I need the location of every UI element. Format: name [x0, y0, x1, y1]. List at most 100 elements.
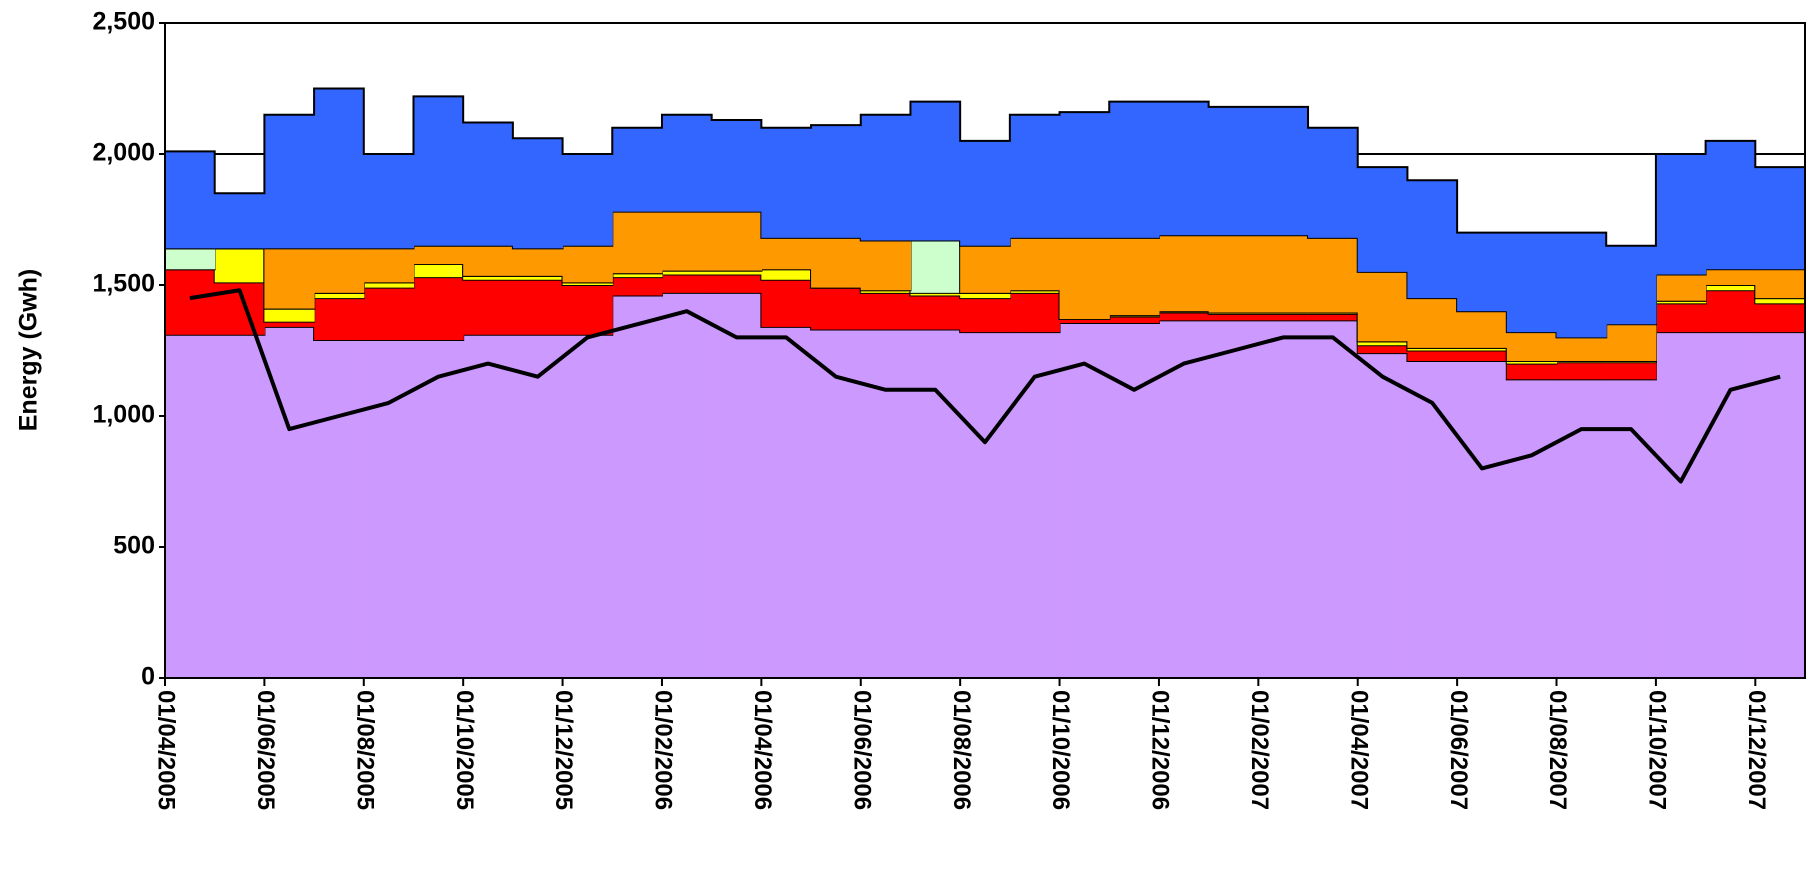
area-step	[1407, 360, 1458, 678]
area-step	[1755, 332, 1806, 678]
area-step	[1357, 271, 1409, 342]
area-step	[1606, 324, 1657, 361]
area-step	[1407, 347, 1458, 351]
area-step	[860, 290, 912, 293]
area-step	[463, 122, 514, 246]
x-tick-label: 01/12/2007	[1743, 690, 1770, 810]
area-step	[1556, 362, 1607, 380]
area-step	[1109, 237, 1160, 316]
area-step	[910, 292, 961, 296]
area-step	[1009, 290, 1061, 293]
x-tick-label: 01/06/2007	[1445, 690, 1472, 810]
area-step	[264, 114, 315, 249]
x-tick-label: 01/08/2007	[1544, 690, 1571, 810]
area-step	[214, 193, 265, 249]
area-step	[1258, 313, 1309, 321]
area-step	[314, 292, 365, 299]
area-step	[512, 334, 564, 678]
area-step	[1506, 379, 1558, 678]
area-step	[811, 329, 862, 678]
area-step	[1357, 341, 1409, 346]
area-step	[661, 114, 713, 212]
y-tick-label: 1,500	[92, 270, 155, 298]
area-step	[1059, 319, 1110, 323]
area-step	[1705, 140, 1756, 270]
area-step	[165, 269, 216, 335]
area-step	[761, 237, 812, 270]
area-step	[1556, 379, 1607, 678]
area-step	[413, 277, 464, 341]
area-step	[960, 298, 1011, 333]
area-step	[612, 273, 663, 278]
x-tick-label: 01/04/2007	[1345, 690, 1372, 810]
area-step	[1606, 379, 1657, 678]
area-step	[960, 292, 1011, 299]
area-step	[512, 248, 564, 276]
area-step	[463, 245, 514, 276]
area-step	[1457, 347, 1508, 351]
area-step	[562, 334, 613, 678]
y-tick-label: 2,500	[92, 8, 155, 36]
area-step	[860, 329, 912, 678]
area-step	[1258, 320, 1309, 678]
x-tick-label: 01/12/2006	[1147, 690, 1174, 810]
area-step	[1556, 232, 1607, 338]
area-step	[1506, 360, 1558, 364]
area-step	[1556, 337, 1607, 361]
area-step	[214, 334, 265, 678]
area-step	[363, 282, 415, 288]
area-step	[1258, 235, 1309, 313]
area-step	[761, 326, 812, 678]
area-step	[612, 295, 663, 678]
area-step	[1755, 167, 1806, 270]
area-step	[1705, 285, 1756, 291]
area-step	[1357, 353, 1409, 678]
area-step	[860, 114, 912, 241]
x-tick-label: 01/02/2006	[650, 690, 677, 810]
area-step	[1109, 316, 1160, 323]
area-step	[463, 275, 514, 280]
x-tick-label: 01/06/2006	[848, 690, 875, 810]
area-step	[1208, 313, 1259, 321]
area-step	[165, 151, 216, 249]
area-step	[363, 248, 415, 283]
area-step	[1158, 312, 1210, 321]
line	[189, 288, 1781, 484]
area-step	[711, 274, 762, 293]
area-step	[1407, 180, 1458, 299]
area-step	[512, 279, 564, 335]
area-step	[264, 248, 315, 309]
area-step	[512, 275, 564, 280]
area-step	[711, 292, 762, 678]
area-step	[165, 334, 216, 678]
area-step	[1755, 298, 1806, 304]
area-step	[363, 154, 415, 249]
area-step	[1009, 292, 1061, 333]
area-step	[1606, 362, 1657, 380]
area-step	[1158, 320, 1210, 678]
area-step	[363, 287, 415, 341]
area-step	[661, 274, 713, 293]
area-step	[612, 127, 663, 212]
area-step	[1755, 269, 1806, 299]
area-step	[413, 245, 464, 265]
area-step	[165, 248, 216, 270]
area-step	[1109, 101, 1160, 238]
area-step	[860, 240, 912, 291]
x-tick-label: 01/06/2005	[252, 690, 279, 810]
area-step	[960, 245, 1011, 293]
area-step	[761, 127, 812, 238]
area-step	[761, 279, 812, 327]
area-step	[314, 248, 365, 293]
area-step	[562, 285, 613, 335]
area-step	[1655, 300, 1707, 304]
area-step	[811, 125, 862, 238]
area-step	[214, 248, 265, 283]
area-step	[264, 308, 315, 322]
area-step	[1357, 345, 1409, 354]
area-step	[860, 292, 912, 330]
area-step	[1009, 332, 1061, 678]
area-step	[314, 88, 365, 249]
area-step	[463, 334, 514, 678]
